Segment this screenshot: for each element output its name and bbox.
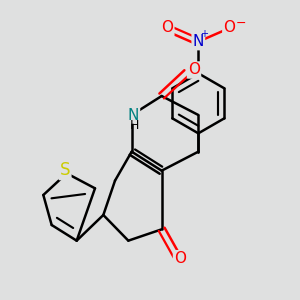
Text: N: N xyxy=(128,107,139,122)
Text: O: O xyxy=(188,62,200,77)
Text: N: N xyxy=(193,34,204,49)
Text: O: O xyxy=(174,251,186,266)
Text: O: O xyxy=(223,20,235,35)
Text: O: O xyxy=(161,20,173,35)
Text: H: H xyxy=(130,119,139,132)
Text: −: − xyxy=(236,17,246,30)
Text: S: S xyxy=(60,161,70,179)
Text: +: + xyxy=(200,29,208,39)
